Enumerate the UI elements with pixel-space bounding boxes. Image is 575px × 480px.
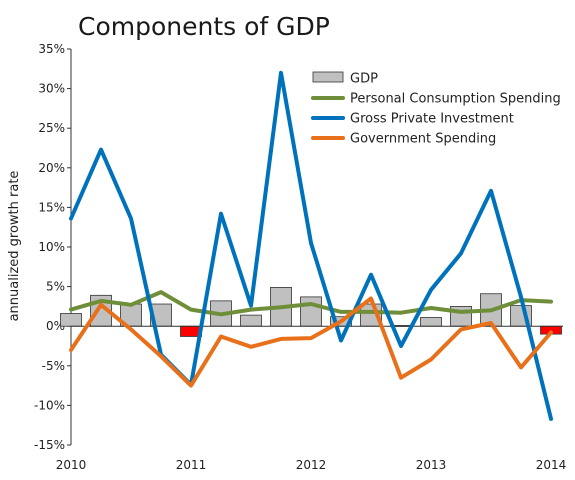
y-tick-label: 35% [38,42,65,56]
y-tick-label: 20% [38,161,65,175]
legend-label: GDP [350,72,378,87]
x-tick-label: 2014 [536,458,567,472]
chart-title: Components of GDP [78,12,330,41]
y-tick-label: -5% [42,359,65,373]
y-axis-title: annualized growth rate [7,171,22,322]
legend-swatch-gdp [312,71,344,83]
y-tick-label: -10% [34,398,65,412]
y-tick-label: 10% [38,240,65,254]
x-tick-label: 2010 [56,458,87,472]
personal-consumption-spending-line [69,290,553,317]
gdp-bar [60,313,82,327]
y-tick-label: -15% [34,438,65,452]
x-tick-label: 2013 [416,458,447,472]
x-tick-label: 2012 [296,458,327,472]
y-tick-label: 25% [38,121,65,135]
x-tick-label: 2011 [176,458,207,472]
gross-private-investment-line [69,70,553,421]
plot-area: -15%-10%-5%0%5%10%15%20%25%30%35%2010 201… [34,42,566,472]
gdp-bar [240,314,262,327]
legend: GDP Personal Consumption Spending Gross Pr… [311,71,561,147]
legend-label: Personal Consumption Spending [350,92,561,107]
legend-label: Government Spending [350,132,496,147]
legend-label: Gross Private Investment [350,112,514,127]
y-tick-label: 15% [38,200,65,214]
y-tick-label: 30% [38,82,65,96]
government-spending-line [69,296,553,388]
y-tick-label: 5% [46,280,65,294]
gdp-bar [420,317,442,327]
gdp-bar [300,296,322,327]
